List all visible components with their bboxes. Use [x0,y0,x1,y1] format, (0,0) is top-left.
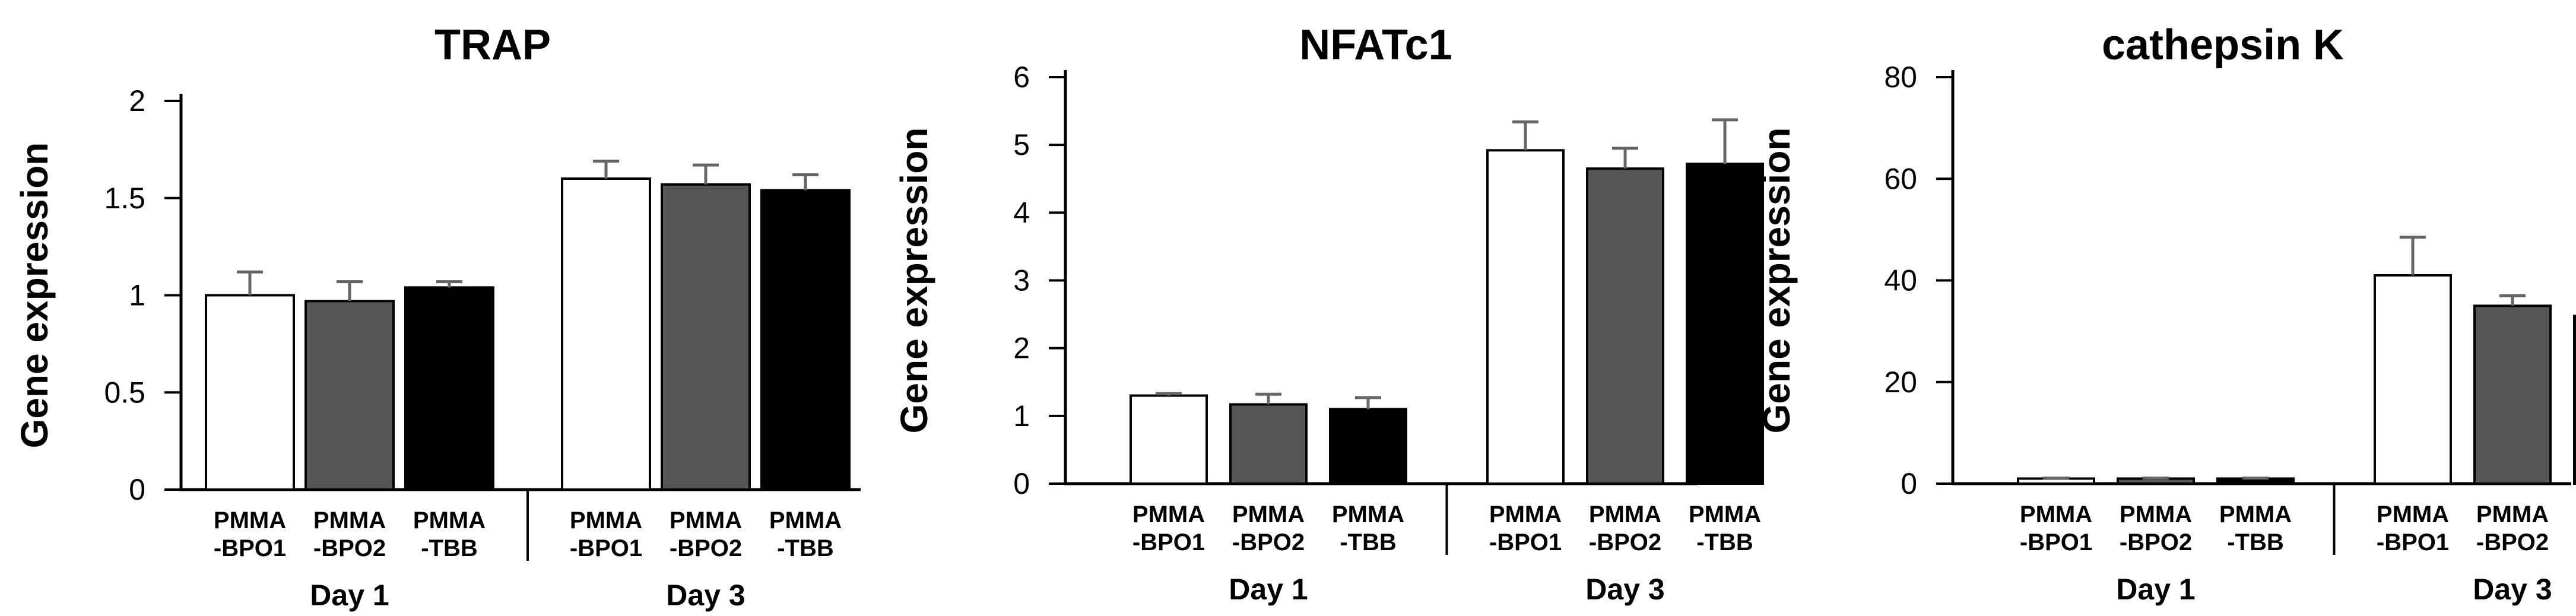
category-label: PMMA [1132,501,1205,528]
y-axis-label: Gene expression [1755,128,1798,434]
bar [1686,163,1764,485]
category-label: -BPO1 [214,535,286,561]
y-tick-label: 0 [1013,467,1030,500]
category-label: PMMA [1332,501,1404,528]
category-label: PMMA [570,507,642,534]
category-label: -BPO1 [1132,529,1205,555]
group-label: Day 3 [2473,573,2552,606]
chart-title: NFATc1 [1299,21,1452,69]
y-tick-label: 80 [1884,61,1917,94]
group-label: Day 1 [1229,573,1308,606]
y-tick-label: 2 [1013,332,1030,365]
bar [561,177,651,491]
bar [205,294,295,491]
bar [1586,167,1664,485]
y-tick-label: 40 [1884,264,1917,297]
category-label: PMMA [2476,501,2549,528]
bar [1329,408,1407,485]
bar [661,183,751,491]
category-label: PMMA [1689,501,1761,528]
category-label: -TBB [777,535,834,561]
category-label: PMMA [2219,501,2292,528]
y-tick-label: 20 [1884,366,1917,399]
y-tick-label: 0.5 [104,376,145,409]
category-label: -BPO2 [313,535,386,561]
category-label: PMMA [1489,501,1562,528]
y-tick-label: 1 [1013,399,1030,433]
y-tick-label: 0 [1901,467,1917,500]
y-axis-label: Gene expression [893,128,935,434]
category-label: PMMA [214,507,286,534]
y-tick-label: 5 [1013,128,1030,161]
category-label: -BPO2 [2476,529,2549,555]
category-label: PMMA [670,507,742,534]
category-label: PMMA [1232,501,1305,528]
bar [1486,149,1565,485]
group-label: Day 3 [666,579,745,612]
bar [760,189,851,491]
bar [1229,403,1308,485]
bar [1130,394,1208,485]
bar [2374,274,2452,485]
category-label: PMMA [2020,501,2092,528]
category-label: -TBB [1340,529,1397,555]
category-label: -BPO2 [1232,529,1305,555]
y-tick-label: 1 [129,279,145,312]
category-label: -TBB [1696,529,1753,555]
y-tick-label: 6 [1013,61,1030,94]
y-axis-label: Gene expression [13,142,56,449]
category-label: PMMA [313,507,386,534]
chart-title: cathepsin K [2102,21,2344,69]
y-tick-label: 4 [1013,196,1030,229]
y-tick-label: 60 [1884,162,1917,195]
category-label: -BPO1 [2020,529,2092,555]
bar [2573,315,2576,485]
bar [2473,304,2552,485]
category-label: -TBB [2227,529,2284,555]
y-tick-label: 2 [129,84,145,118]
category-label: -BPO1 [570,535,642,561]
group-label: Day 3 [1585,573,1664,606]
category-label: -BPO2 [2120,529,2192,555]
category-label: -BPO2 [1589,529,1661,555]
y-tick-label: 3 [1013,264,1030,297]
category-label: PMMA [413,507,486,534]
category-label: -BPO1 [2377,529,2449,555]
y-tick-label: 0 [129,473,145,506]
y-tick-label: 1.5 [104,182,145,215]
category-label: -BPO1 [1489,529,1562,555]
category-label: PMMA [1589,501,1661,528]
bar [404,286,494,491]
category-label: -TBB [421,535,478,561]
bar [304,300,395,491]
category-label: PMMA [769,507,842,534]
category-label: -BPO2 [670,535,742,561]
group-label: Day 1 [310,579,389,612]
category-label: PMMA [2377,501,2449,528]
chart-title: TRAP [434,21,551,69]
group-label: Day 1 [2116,573,2195,606]
category-label: PMMA [2120,501,2192,528]
